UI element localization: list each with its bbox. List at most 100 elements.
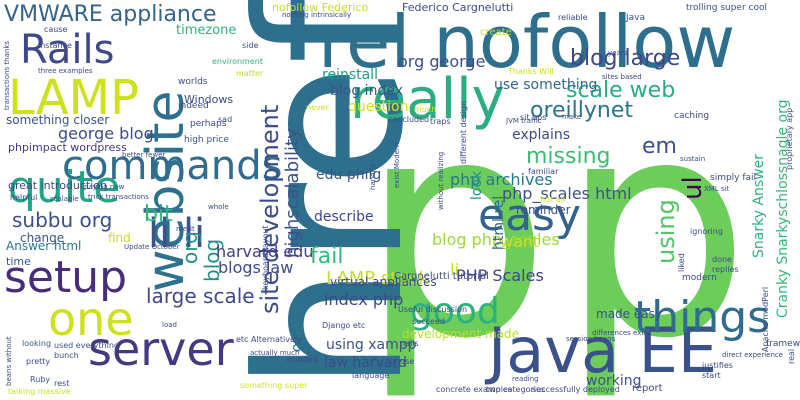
word: trolling super cool bbox=[686, 3, 767, 13]
word: onlamp bbox=[289, 299, 305, 352]
word: blog php_scales bbox=[432, 230, 560, 249]
word: reinstall bbox=[322, 67, 378, 83]
word: server bbox=[88, 322, 234, 376]
word: Federico Cargnelutti bbox=[402, 1, 514, 14]
word: pretty bbox=[26, 357, 51, 366]
word: use something bbox=[494, 77, 598, 93]
word: li li bbox=[148, 211, 206, 257]
word: george blog bbox=[58, 124, 154, 143]
word: actually much bbox=[250, 349, 300, 357]
word: looking bbox=[22, 339, 52, 348]
word: things bbox=[634, 292, 771, 343]
word: etc Alternatively bbox=[236, 335, 302, 344]
word: justifies bbox=[702, 361, 733, 370]
word: transactions thanks bbox=[3, 40, 11, 110]
word: side bbox=[242, 41, 259, 50]
word: succeed bbox=[412, 317, 445, 326]
word: without realizing bbox=[437, 151, 445, 210]
word: use bbox=[400, 357, 415, 366]
word: blog large bbox=[570, 46, 681, 71]
word: three examples bbox=[38, 67, 93, 75]
word: nails bbox=[400, 339, 419, 348]
word: successfully deployed bbox=[532, 385, 620, 394]
word: matter bbox=[236, 69, 264, 78]
word: report bbox=[632, 383, 663, 394]
word: caching bbox=[674, 111, 710, 121]
word: start bbox=[702, 371, 721, 380]
word: paying now bbox=[84, 183, 125, 191]
word: blogs law bbox=[218, 258, 294, 277]
word: Java bbox=[626, 13, 646, 23]
word: done bbox=[712, 255, 732, 264]
word: LAMP bbox=[8, 70, 140, 126]
word: language bbox=[352, 371, 390, 380]
word: reliable bbox=[558, 13, 588, 22]
word: familiar bbox=[528, 167, 559, 176]
word: timezone bbox=[176, 23, 237, 38]
word: sites based bbox=[602, 73, 642, 81]
word: development made bbox=[402, 327, 520, 341]
word: php archives bbox=[450, 170, 553, 189]
word: em bbox=[642, 134, 677, 159]
word: create bbox=[480, 27, 512, 38]
word: large scale bbox=[146, 284, 255, 308]
word: using bbox=[652, 199, 680, 264]
word: traps bbox=[430, 117, 451, 126]
word: question bbox=[348, 99, 409, 115]
word: Rails bbox=[20, 27, 115, 73]
word: really bbox=[350, 67, 505, 132]
word: concluded bbox=[388, 115, 430, 124]
word: using xampp bbox=[326, 337, 417, 353]
word: session beans bbox=[566, 335, 616, 343]
word: describe bbox=[314, 209, 374, 225]
word: li bbox=[450, 260, 459, 279]
word: change bbox=[20, 231, 65, 245]
word: LAMP stack bbox=[326, 268, 429, 289]
word: index php bbox=[324, 290, 404, 309]
word: made easy bbox=[596, 307, 662, 321]
word: Thanks Will bbox=[508, 67, 554, 76]
word: sad bbox=[218, 115, 233, 124]
word: bunch bbox=[54, 351, 79, 360]
word: never bbox=[306, 103, 329, 112]
word: phpimpact wordpress bbox=[8, 141, 127, 154]
word: much bbox=[414, 105, 437, 114]
word: two categories bbox=[486, 385, 546, 394]
word: beans without bbox=[5, 336, 13, 386]
word: liked bbox=[677, 253, 686, 272]
word: make bbox=[562, 113, 582, 121]
word: time bbox=[6, 255, 31, 268]
word: handful bbox=[369, 163, 377, 190]
word: sit ups bbox=[520, 113, 547, 122]
word: ignoring bbox=[690, 227, 723, 236]
word: differences exist bbox=[592, 329, 650, 337]
word: ul bbox=[678, 176, 708, 200]
word: find bbox=[108, 231, 131, 245]
word: different design bbox=[459, 100, 468, 164]
word: rel nofollow bbox=[318, 0, 736, 84]
word: Ruby bbox=[30, 375, 51, 384]
word: commands bbox=[62, 143, 283, 189]
word: helpful bbox=[10, 193, 38, 202]
word: one bbox=[48, 292, 134, 346]
word: better fewer bbox=[122, 151, 166, 159]
word: Update October bbox=[124, 243, 180, 251]
word: direct experience bbox=[722, 351, 784, 359]
word: Snarky Answer bbox=[751, 153, 767, 258]
word: rest bbox=[54, 379, 70, 388]
word: years bbox=[608, 49, 628, 57]
word: load bbox=[162, 321, 177, 329]
word: Useful discussion bbox=[398, 305, 468, 314]
word: look bbox=[469, 170, 485, 200]
word: instance bbox=[38, 41, 72, 50]
word: virtual appliances bbox=[330, 275, 437, 289]
word: setup bbox=[4, 252, 128, 303]
word: great introduction bbox=[8, 179, 108, 192]
word: Django etc bbox=[322, 321, 366, 330]
word: org george bbox=[398, 52, 486, 71]
word: nothing intrinsically bbox=[282, 11, 352, 19]
word: Apache modPerl bbox=[761, 286, 770, 352]
word: working bbox=[586, 373, 642, 389]
word: avoided bbox=[286, 355, 318, 364]
